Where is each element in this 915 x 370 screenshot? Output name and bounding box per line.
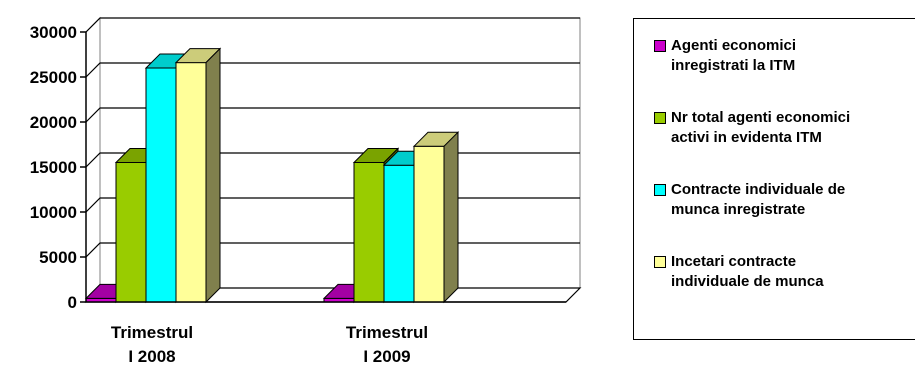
legend-swatch — [654, 40, 666, 52]
bar-side — [205, 47, 221, 304]
bar — [174, 47, 222, 304]
legend-label-line: Nr total agenti economici — [671, 109, 851, 126]
category-labels: Trimestrul I 2008 Trimestrul I 2009 — [111, 323, 428, 366]
category-label: I 2008 — [128, 347, 175, 366]
y-axis — [80, 31, 566, 303]
legend-label-line: Incetari contracte — [671, 253, 797, 270]
legend-label: Agenti economici inregistrati la ITM — [671, 36, 915, 76]
category-label: Trimestrul — [346, 323, 428, 342]
gridline — [85, 17, 580, 33]
bar-side — [443, 131, 459, 304]
bar-front — [383, 164, 415, 303]
gridline — [85, 62, 580, 78]
legend-label-line: Contracte individuale de — [671, 181, 846, 198]
legend-label-line: Agenti economici — [671, 37, 797, 54]
bar-front — [413, 145, 445, 303]
y-tick-label: 30000 — [30, 23, 77, 42]
legend: Agenti economici inregistrati la ITM Nr to… — [633, 18, 915, 340]
y-tick-label: 5000 — [39, 248, 77, 267]
y-tick-label: 10000 — [30, 203, 77, 222]
y-tick-label: 15000 — [30, 158, 77, 177]
bar-front — [115, 162, 147, 303]
legend-label-line: inregistrati la ITM — [671, 57, 796, 74]
gridline — [85, 107, 580, 123]
legend-swatch — [654, 112, 666, 124]
y-tick-labels: 0 5000 10000 15000 20000 25000 30000 — [30, 23, 77, 312]
legend-label: Nr total agenti economici activi in evide… — [671, 108, 915, 148]
bar-chart: 0 5000 10000 15000 20000 25000 30000 Trimestru… — [30, 16, 582, 366]
bar-front — [145, 67, 177, 303]
category-label: Trimestrul — [111, 323, 193, 342]
legend-label-line: activi in evidenta ITM — [671, 129, 822, 146]
legend-label-line: munca inregistrate — [671, 201, 806, 218]
y-tick-label: 0 — [68, 293, 77, 312]
y-tick-label: 25000 — [30, 68, 77, 87]
category-label: I 2009 — [363, 347, 410, 366]
bar-front — [175, 62, 207, 303]
legend-swatch — [654, 184, 666, 196]
bars — [84, 47, 460, 304]
legend-label-line: individuale de munca — [671, 273, 824, 290]
legend-label: Incetari contracte individuale de munca — [671, 252, 915, 292]
legend-label: Contracte individuale de munca inregistra… — [671, 180, 915, 220]
legend-swatch — [654, 256, 666, 268]
bar — [412, 131, 460, 304]
y-tick-label: 20000 — [30, 113, 77, 132]
bar-front — [353, 162, 385, 303]
